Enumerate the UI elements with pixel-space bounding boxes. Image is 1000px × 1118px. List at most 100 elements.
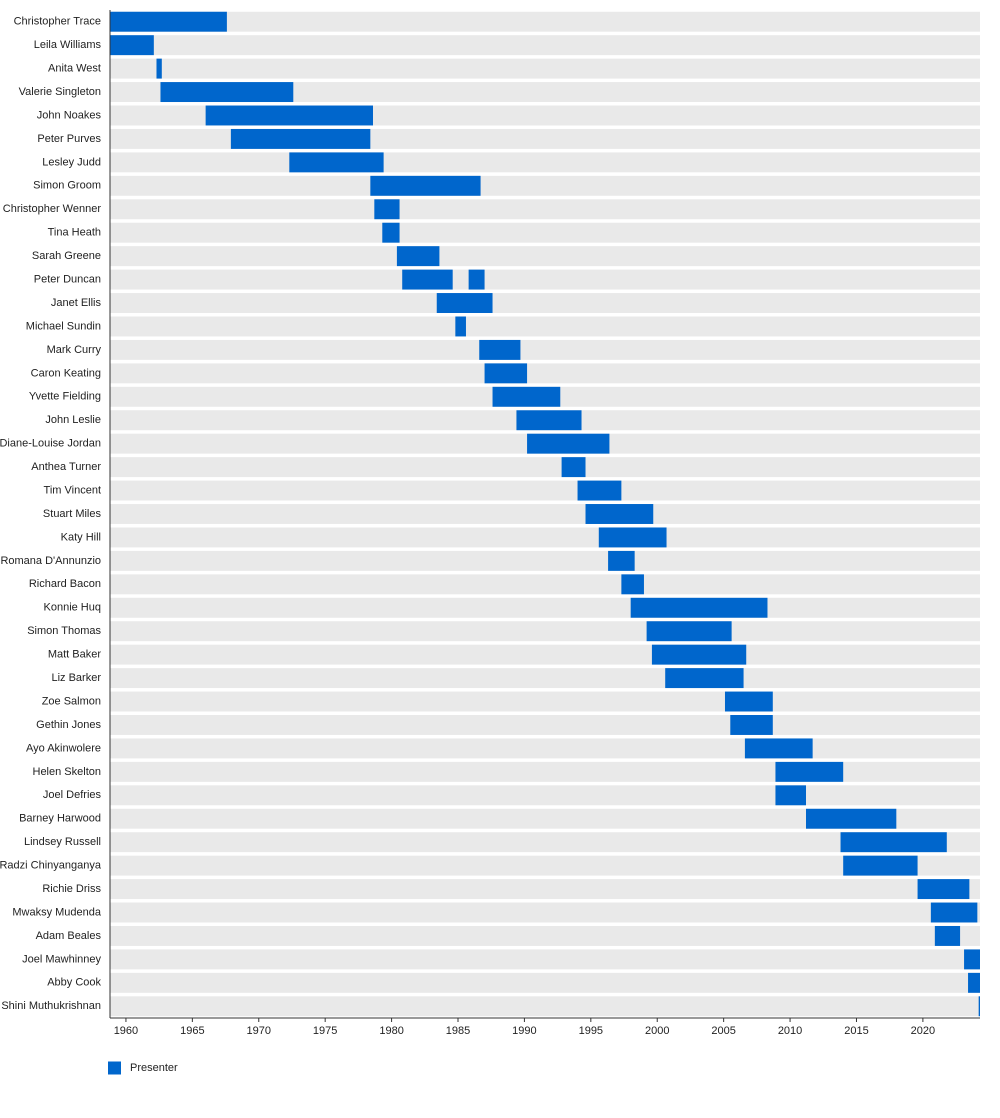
bar	[917, 879, 970, 900]
bar	[402, 269, 453, 290]
x-tick-label: 1970	[247, 1025, 271, 1037]
x-tick-label: 1990	[512, 1025, 536, 1037]
bar	[527, 433, 610, 454]
category-label: Stuart Miles	[43, 508, 102, 520]
row-band	[110, 902, 980, 923]
category-label: John Leslie	[45, 414, 101, 426]
row-band	[110, 550, 980, 571]
bar	[621, 574, 644, 595]
bar	[374, 199, 400, 220]
bar	[934, 925, 961, 946]
category-label: Yvette Fielding	[29, 391, 101, 403]
row-band	[110, 996, 980, 1017]
bar	[205, 105, 373, 126]
bar	[598, 527, 667, 548]
bar	[110, 35, 154, 56]
bar	[665, 668, 744, 689]
category-label: Michael Sundin	[26, 320, 101, 332]
row-band	[110, 879, 980, 900]
category-label: Barney Harwood	[19, 813, 101, 825]
category-label: Simon Groom	[33, 180, 101, 192]
bar	[577, 480, 622, 501]
category-label: Adam Beales	[36, 930, 102, 942]
row-band	[110, 761, 980, 782]
category-label: Tina Heath	[48, 227, 101, 239]
row-band	[110, 832, 980, 853]
bar	[396, 246, 440, 267]
bar	[630, 597, 768, 618]
category-label: Liz Barker	[51, 672, 101, 684]
category-label: Helen Skelton	[33, 766, 102, 778]
row-band	[110, 11, 980, 32]
category-label: Shini Muthukrishnan	[1, 1000, 101, 1012]
bar	[289, 152, 384, 173]
row-band	[110, 222, 980, 243]
bar	[646, 621, 732, 642]
x-tick-label: 1985	[446, 1025, 470, 1037]
category-label: Katy Hill	[61, 531, 101, 543]
legend-label: Presenter	[130, 1062, 178, 1074]
bar	[110, 11, 227, 32]
row-band	[110, 480, 980, 501]
bar	[370, 175, 481, 196]
row-band	[110, 363, 980, 384]
category-label: Christopher Wenner	[3, 203, 102, 215]
bar	[382, 222, 400, 243]
category-label: Gethin Jones	[36, 719, 101, 731]
bar	[968, 972, 980, 993]
category-label: Zoe Salmon	[42, 695, 101, 707]
row-band	[110, 644, 980, 665]
bar	[479, 339, 521, 360]
category-label: Mwaksy Mudenda	[12, 906, 102, 918]
row-band	[110, 152, 980, 173]
x-tick-label: 1960	[114, 1025, 138, 1037]
category-label: Konnie Huq	[44, 602, 102, 614]
bar	[455, 316, 466, 337]
row-band	[110, 855, 980, 876]
x-tick-label: 2010	[778, 1025, 802, 1037]
legend-swatch	[108, 1061, 121, 1075]
category-label: John Noakes	[37, 109, 102, 121]
row-band	[110, 949, 980, 970]
row-band	[110, 691, 980, 712]
category-label: Sarah Greene	[32, 250, 101, 262]
category-label: Joel Defries	[43, 789, 102, 801]
row-band	[110, 246, 980, 267]
row-band	[110, 199, 980, 220]
row-band	[110, 339, 980, 360]
category-label: Matt Baker	[48, 649, 102, 661]
category-label: Richard Bacon	[29, 578, 101, 590]
category-label: Valerie Singleton	[19, 86, 101, 98]
category-label: Tim Vincent	[44, 484, 101, 496]
row-band	[110, 82, 980, 103]
bar	[156, 58, 162, 79]
row-band	[110, 574, 980, 595]
row-band	[110, 527, 980, 548]
bar	[840, 832, 947, 853]
bar	[160, 82, 294, 103]
row-band	[110, 668, 980, 689]
bar	[775, 785, 806, 806]
x-tick-label: 2005	[711, 1025, 735, 1037]
row-band	[110, 269, 980, 290]
row-band	[110, 972, 980, 993]
bar	[230, 128, 371, 149]
x-tick-label: 1975	[313, 1025, 337, 1037]
category-label: Ayo Akinwolere	[26, 742, 101, 754]
category-label: Caron Keating	[31, 367, 101, 379]
x-tick-label: 2015	[844, 1025, 868, 1037]
category-label: Lindsey Russell	[24, 836, 101, 848]
category-label: Christopher Trace	[14, 16, 101, 28]
row-band	[110, 58, 980, 79]
category-label: Peter Duncan	[34, 273, 101, 285]
x-tick-label: 1980	[379, 1025, 403, 1037]
category-label: Anita West	[48, 63, 101, 75]
bar	[585, 504, 654, 524]
bar	[724, 691, 773, 712]
category-label: Radzi Chinyanganya	[0, 860, 102, 872]
category-label: Lesley Judd	[42, 156, 101, 168]
category-label: Abby Cook	[47, 977, 101, 989]
category-label: Janet Ellis	[51, 297, 102, 309]
category-label: Leila Williams	[34, 39, 102, 51]
bar	[561, 457, 586, 478]
